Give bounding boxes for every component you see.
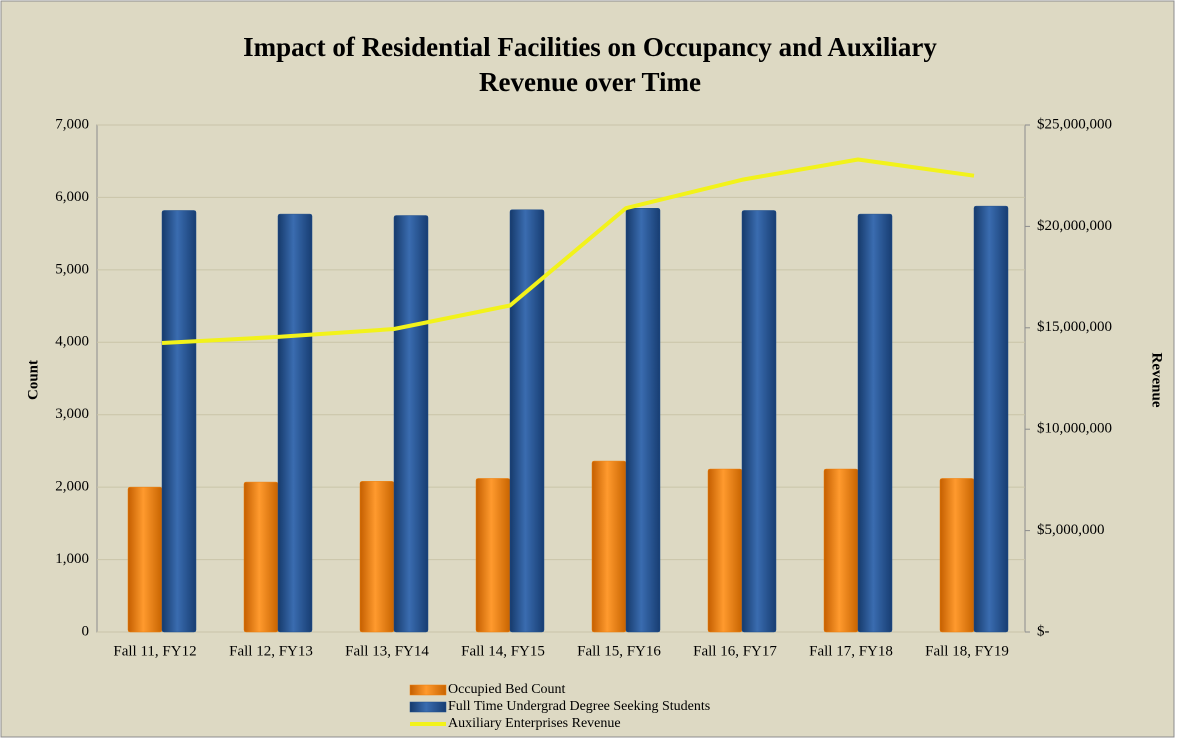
legend-label: Full Time Undergrad Degree Seeking Stude… xyxy=(448,699,710,714)
y-tick-label: 2,000 xyxy=(55,479,89,495)
bar xyxy=(591,460,627,633)
legend-swatch xyxy=(409,684,447,696)
y2-axis-title: Revenue xyxy=(1149,353,1165,408)
y-tick-label: 1,000 xyxy=(55,551,89,567)
bar xyxy=(973,205,1009,633)
bar xyxy=(161,210,197,633)
y2-tick-label: $5,000,000 xyxy=(1037,522,1105,538)
bar xyxy=(509,209,545,633)
bar xyxy=(359,481,395,633)
bar xyxy=(277,213,313,633)
line xyxy=(161,157,975,346)
y2-tick-label: $10,000,000 xyxy=(1037,421,1112,437)
bar xyxy=(243,481,279,633)
y2-tick-label: $- xyxy=(1037,623,1050,639)
y-tick-label: 7,000 xyxy=(55,116,89,132)
bar xyxy=(741,210,777,633)
bar xyxy=(127,486,163,633)
y2-tick-label: $20,000,000 xyxy=(1037,218,1112,234)
bar xyxy=(939,478,975,633)
x-tick-label: Fall 12, FY13 xyxy=(229,643,313,659)
y-tick-label: 0 xyxy=(82,623,90,639)
y-tick-label: 3,000 xyxy=(55,406,89,422)
y-tick-label: 4,000 xyxy=(55,334,89,350)
bar xyxy=(393,215,429,633)
y2-tick-label: $15,000,000 xyxy=(1037,319,1112,335)
x-tick-label: Fall 13, FY14 xyxy=(345,643,429,659)
bar xyxy=(823,468,859,633)
bar xyxy=(475,478,511,633)
x-tick-label: Fall 11, FY12 xyxy=(113,643,196,659)
chart-title: Revenue over Time xyxy=(479,67,701,97)
legend-label: Auxiliary Enterprises Revenue xyxy=(448,716,621,731)
chart-title: Impact of Residential Facilities on Occu… xyxy=(243,32,937,62)
x-tick-label: Fall 15, FY16 xyxy=(577,643,661,659)
x-tick-label: Fall 14, FY15 xyxy=(461,643,545,659)
y-tick-label: 5,000 xyxy=(55,261,89,277)
x-tick-label: Fall 16, FY17 xyxy=(693,643,777,659)
y2-tick-label: $25,000,000 xyxy=(1037,116,1112,132)
y-tick-label: 6,000 xyxy=(55,189,89,205)
legend-label: Occupied Bed Count xyxy=(448,682,566,697)
x-tick-label: Fall 17, FY18 xyxy=(809,643,893,659)
legend-swatch xyxy=(409,701,447,713)
x-tick-label: Fall 18, FY19 xyxy=(925,643,1009,659)
bar xyxy=(625,208,661,633)
bar xyxy=(707,468,743,633)
bar xyxy=(857,213,893,633)
y-axis-title: Count xyxy=(25,360,41,400)
